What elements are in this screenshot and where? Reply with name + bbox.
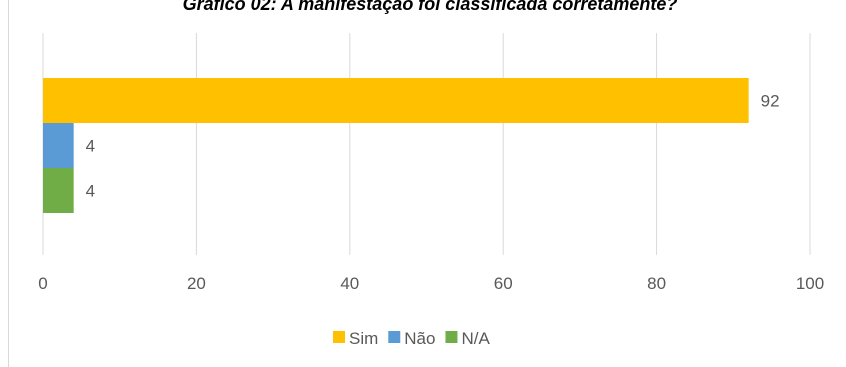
legend-swatch [445,331,458,343]
x-tick-label: 100 [796,274,824,293]
chart-title: Gráfico 02: A manifestação foi classific… [183,0,678,14]
data-label: 4 [86,182,95,201]
x-tick-label: 60 [494,274,513,293]
legend-label: Não [404,329,435,348]
legend-label: Sim [349,329,378,348]
x-tick-label: 0 [38,274,47,293]
legend-swatch [388,331,401,343]
legend-label: N/A [461,329,490,348]
data-label: 92 [761,92,780,111]
x-tick-label: 40 [340,274,359,293]
data-label: 4 [86,137,95,156]
legend-swatch [333,331,345,343]
bar [43,123,74,168]
x-tick-label: 20 [187,274,206,293]
bar [43,168,74,213]
bar [43,78,749,123]
x-tick-label: 80 [647,274,666,293]
